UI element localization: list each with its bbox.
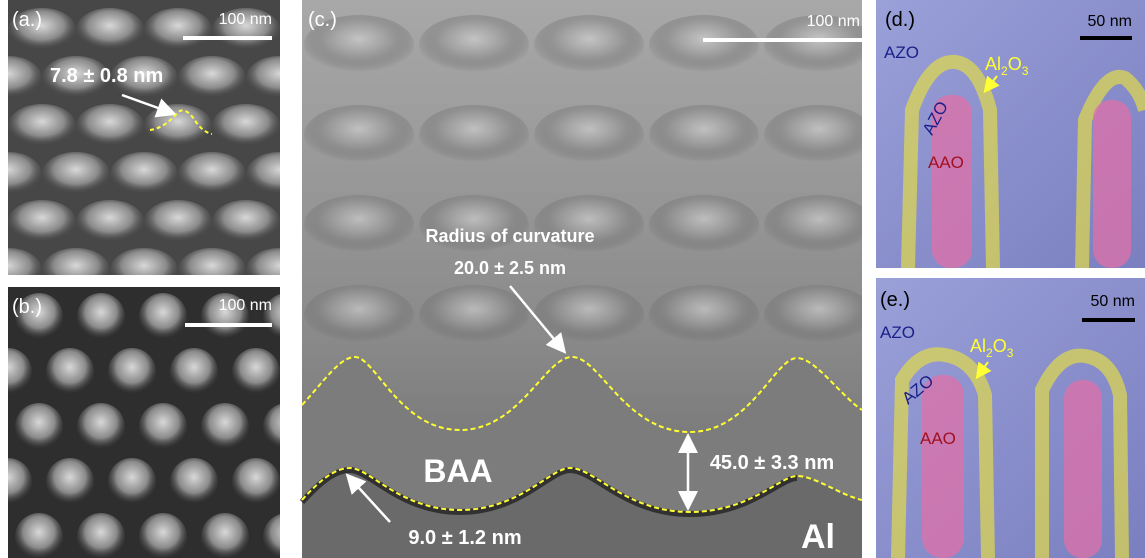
scale-bar-label: 50 nm: [1088, 13, 1132, 30]
figure: (a.) 100 nm 7.8 ± 0.8 nm (b.) 100 nm (c.…: [0, 0, 1145, 558]
annotation: 9.0 ± 1.2 nm: [408, 527, 521, 549]
aao-core: [922, 375, 964, 558]
oxide-part: Al: [970, 336, 986, 356]
scale-bar-label: 100 nm: [219, 297, 272, 314]
panel-a: (a.) 100 nm 7.8 ± 0.8 nm: [8, 0, 280, 275]
annotation: Al: [801, 518, 835, 556]
aao-core: [1064, 380, 1102, 558]
annotation: Radius of curvature: [425, 226, 594, 246]
panel-d: (d.) 50 nm AZO AZO AAO Al2O3: [876, 0, 1145, 268]
sem-image: [8, 287, 280, 558]
panel-b: (b.) 100 nm: [8, 287, 280, 558]
surface-texture: [302, 0, 862, 360]
scale-bar-label: 100 nm: [807, 13, 860, 30]
panel-label: (d.): [885, 9, 915, 31]
scale-bar-label: 100 nm: [219, 11, 272, 28]
oxide-part: O: [993, 336, 1007, 356]
panel-label: (c.): [308, 9, 337, 31]
annotation: BAA: [423, 453, 492, 489]
annotation: AZO: [880, 323, 915, 342]
scale-bar-label: 50 nm: [1091, 293, 1135, 310]
oxide-part: 3: [1022, 64, 1029, 78]
annotation: AAO: [920, 429, 956, 448]
annotation: 20.0 ± 2.5 nm: [454, 258, 566, 278]
aao-core: [1093, 100, 1131, 268]
panel-c: (c.) 100 nm Radius of curvature 20.0 ± 2…: [302, 0, 862, 558]
oxide-part: O: [1008, 54, 1022, 74]
panel-label: (e.): [880, 289, 910, 311]
panel-label: (b.): [12, 296, 42, 318]
annotation: 7.8 ± 0.8 nm: [50, 65, 163, 87]
annotation: AAO: [928, 153, 964, 172]
annotation: AZO: [884, 43, 919, 62]
oxide-part: Al: [985, 54, 1001, 74]
panel-e: (e.) 50 nm AZO AZO AAO Al2O3: [876, 278, 1145, 558]
sem-image: [8, 0, 280, 275]
annotation: 45.0 ± 3.3 nm: [710, 452, 834, 474]
oxide-part: 3: [1007, 346, 1014, 360]
panel-label: (a.): [12, 9, 42, 31]
